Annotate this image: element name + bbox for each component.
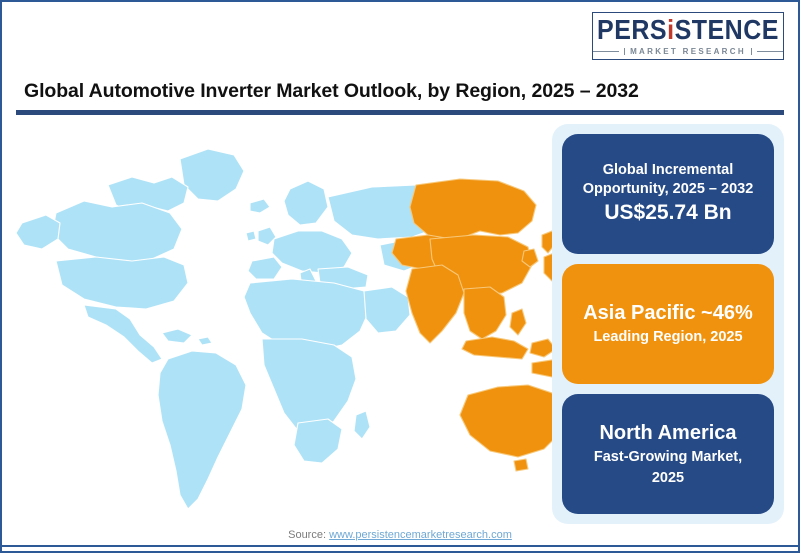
page-title: Global Automotive Inverter Market Outloo…: [24, 80, 639, 102]
source-label: Source:: [288, 529, 327, 541]
card-1-line-1: Global Incremental: [602, 162, 734, 179]
footer-divider: [2, 545, 798, 547]
map-base-regions: [15, 148, 451, 510]
title-underline: [16, 110, 784, 115]
world-map: [12, 127, 552, 517]
logo-text-accent-i: i: [667, 14, 675, 46]
card-3-subline-2: 2025: [651, 469, 685, 486]
logo-tick-right-icon: [750, 48, 752, 55]
source-link[interactable]: www.persistencemarketresearch.com: [329, 529, 512, 541]
card-3-headline: North America: [599, 421, 737, 444]
card-1-line-2: Opportunity, 2025 – 2032: [582, 180, 754, 197]
card-leading-region[interactable]: Asia Pacific ~46% Leading Region, 2025: [562, 264, 774, 384]
logo-tick-left-icon: [624, 48, 626, 55]
card-2-subline: Leading Region, 2025: [593, 329, 743, 346]
card-global-incremental-opportunity[interactable]: Global Incremental Opportunity, 2025 – 2…: [562, 134, 774, 254]
logo-wordmark: PERSiSTENCE: [597, 14, 779, 46]
logo-rule-left-icon: [593, 51, 620, 52]
logo-rule-right-icon: [756, 51, 783, 52]
card-2-headline: Asia Pacific ~46%: [583, 302, 753, 325]
insight-cards-panel: Global Incremental Opportunity, 2025 – 2…: [552, 124, 784, 524]
footer-source: Source: www.persistencemarketresearch.co…: [2, 529, 798, 541]
card-1-value: US$25.74 Bn: [604, 201, 732, 225]
map-region-asia-pacific-highlight: [391, 178, 552, 472]
persistence-logo: PERSiSTENCE MARKET RESEARCH: [592, 12, 784, 60]
logo-text-part2: STENCE: [674, 14, 779, 46]
logo-tagline-row: MARKET RESEARCH: [593, 47, 783, 56]
logo-tagline: MARKET RESEARCH: [630, 47, 746, 56]
card-3-subline-1: Fast-Growing Market,: [593, 448, 743, 465]
header: PERSiSTENCE MARKET RESEARCH: [2, 2, 798, 70]
world-map-svg: [15, 148, 552, 510]
card-fast-growing-market[interactable]: North America Fast-Growing Market, 2025: [562, 394, 774, 514]
logo-text-part1: PERS: [597, 14, 668, 46]
